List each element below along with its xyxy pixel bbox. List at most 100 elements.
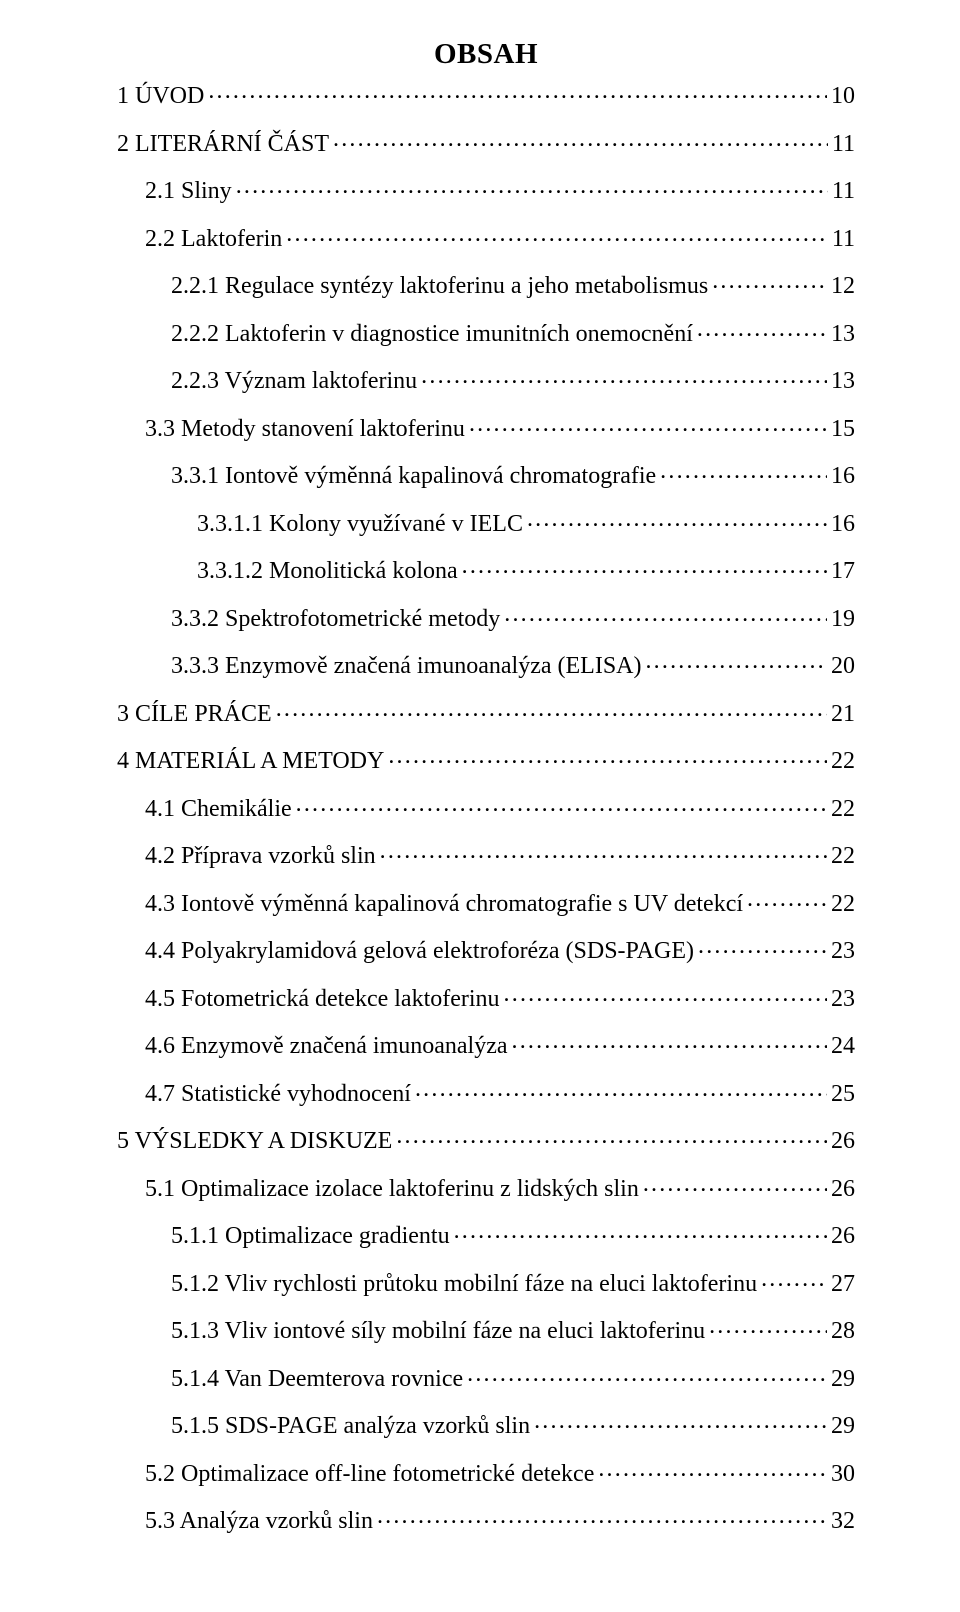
toc-entry-page: 22 xyxy=(831,844,855,868)
toc-entry-page: 20 xyxy=(831,654,855,678)
toc-row: 5.1.5 SDS-PAGE analýza vzorků slin 29 xyxy=(117,1409,855,1438)
toc-row: 4.3 Iontově výměnná kapalinová chromatog… xyxy=(117,887,855,916)
toc-entry-page: 23 xyxy=(831,987,855,1011)
toc-entry-label: 3 CÍLE PRÁCE xyxy=(117,702,272,726)
toc-entry-label: 2.2 Laktoferin xyxy=(145,227,282,251)
toc-entry-label: 5.1.1 Optimalizace gradientu xyxy=(171,1224,450,1248)
toc-entry-page: 22 xyxy=(831,797,855,821)
toc-entry-page: 16 xyxy=(831,512,855,536)
toc-row: 2.2.1 Regulace syntézy laktoferinu a jeh… xyxy=(117,269,855,298)
toc-leader-dots xyxy=(208,79,827,103)
toc-entry-label: 4.1 Chemikálie xyxy=(145,797,292,821)
toc-row: 5.1.1 Optimalizace gradientu 26 xyxy=(117,1219,855,1248)
toc-entry-page: 24 xyxy=(831,1034,855,1058)
toc-entry-label: 2.2.1 Regulace syntézy laktoferinu a jeh… xyxy=(171,274,708,298)
toc-leader-dots xyxy=(504,602,827,626)
toc-leader-dots xyxy=(388,744,827,768)
toc-row: 5.3 Analýza vzorků slin 32 xyxy=(117,1504,855,1533)
toc-row: 4.4 Polyakrylamidová gelová elektroforéz… xyxy=(117,934,855,963)
toc-row: 2.2 Laktoferin 11 xyxy=(117,222,855,251)
toc-entry-page: 30 xyxy=(831,1462,855,1486)
toc-entry-label: 4.6 Enzymově značená imunoanalýza xyxy=(145,1034,508,1058)
toc-row: 3.3 Metody stanovení laktoferinu 15 xyxy=(117,412,855,441)
toc-row: 4.6 Enzymově značená imunoanalýza 24 xyxy=(117,1029,855,1058)
toc-entry-label: 3.3.3 Enzymově značená imunoanalýza (ELI… xyxy=(171,654,641,678)
toc-row: 5.1.3 Vliv iontové síly mobilní fáze na … xyxy=(117,1314,855,1343)
toc-row: 1 ÚVOD 10 xyxy=(117,79,855,108)
toc-entry-label: 1 ÚVOD xyxy=(117,84,204,108)
toc-leader-dots xyxy=(697,317,827,341)
toc-entry-page: 25 xyxy=(831,1082,855,1106)
toc-entry-label: 4 MATERIÁL A METODY xyxy=(117,749,384,773)
toc-entry-label: 5.1.4 Van Deemterova rovnice xyxy=(171,1367,463,1391)
toc-leader-dots xyxy=(236,174,828,198)
toc-entry-page: 29 xyxy=(831,1414,855,1438)
toc-entry-page: 10 xyxy=(831,84,855,108)
toc-row: 2.2.3 Význam laktoferinu 13 xyxy=(117,364,855,393)
toc-entry-page: 16 xyxy=(831,464,855,488)
toc-entry-page: 22 xyxy=(831,892,855,916)
toc-entry-label: 5.1.5 SDS-PAGE analýza vzorků slin xyxy=(171,1414,530,1438)
toc-row: 2.2.2 Laktoferin v diagnostice imunitníc… xyxy=(117,317,855,346)
toc-entry-label: 2.2.3 Význam laktoferinu xyxy=(171,369,417,393)
toc-leader-dots xyxy=(276,697,827,721)
toc-leader-dots xyxy=(469,412,827,436)
toc-leader-dots xyxy=(467,1362,827,1386)
toc-leader-dots xyxy=(761,1267,827,1291)
toc-container: 1 ÚVOD 102 LITERÁRNÍ ČÁST 112.1 Sliny 11… xyxy=(117,79,855,1533)
toc-page: OBSAH 1 ÚVOD 102 LITERÁRNÍ ČÁST 112.1 Sl… xyxy=(0,0,960,1612)
toc-leader-dots xyxy=(333,127,828,151)
toc-row: 3.3.2 Spektrofotometrické metody 19 xyxy=(117,602,855,631)
toc-leader-dots xyxy=(415,1077,827,1101)
toc-leader-dots xyxy=(747,887,827,911)
toc-entry-page: 11 xyxy=(832,227,855,251)
toc-leader-dots xyxy=(645,649,827,673)
toc-entry-page: 13 xyxy=(831,369,855,393)
toc-entry-page: 28 xyxy=(831,1319,855,1343)
toc-row: 5.2 Optimalizace off-line fotometrické d… xyxy=(117,1457,855,1486)
toc-entry-label: 3.3.1.1 Kolony využívané v IELC xyxy=(197,512,523,536)
toc-entry-page: 21 xyxy=(831,702,855,726)
toc-row: 3.3.1.2 Monolitická kolona 17 xyxy=(117,554,855,583)
toc-entry-label: 4.7 Statistické vyhodnocení xyxy=(145,1082,411,1106)
toc-row: 5 VÝSLEDKY A DISKUZE 26 xyxy=(117,1124,855,1153)
toc-entry-label: 2 LITERÁRNÍ ČÁST xyxy=(117,132,329,156)
toc-entry-page: 32 xyxy=(831,1509,855,1533)
toc-entry-label: 2.1 Sliny xyxy=(145,179,232,203)
toc-leader-dots xyxy=(709,1314,827,1338)
toc-entry-label: 3.3 Metody stanovení laktoferinu xyxy=(145,417,465,441)
toc-leader-dots xyxy=(296,792,827,816)
toc-entry-label: 3.3.1 Iontově výměnná kapalinová chromat… xyxy=(171,464,656,488)
toc-row: 3.3.1 Iontově výměnná kapalinová chromat… xyxy=(117,459,855,488)
toc-entry-label: 4.4 Polyakrylamidová gelová elektroforéz… xyxy=(145,939,694,963)
toc-entry-page: 26 xyxy=(831,1177,855,1201)
toc-entry-label: 4.3 Iontově výměnná kapalinová chromatog… xyxy=(145,892,743,916)
toc-entry-page: 12 xyxy=(831,274,855,298)
toc-row: 2.1 Sliny 11 xyxy=(117,174,855,203)
toc-leader-dots xyxy=(660,459,827,483)
toc-row: 5.1.4 Van Deemterova rovnice 29 xyxy=(117,1362,855,1391)
toc-entry-label: 5.1 Optimalizace izolace laktoferinu z l… xyxy=(145,1177,639,1201)
toc-leader-dots xyxy=(504,982,827,1006)
toc-entry-label: 5.1.3 Vliv iontové síly mobilní fáze na … xyxy=(171,1319,705,1343)
toc-entry-label: 3.3.2 Spektrofotometrické metody xyxy=(171,607,500,631)
toc-entry-page: 17 xyxy=(831,559,855,583)
toc-entry-label: 4.2 Příprava vzorků slin xyxy=(145,844,376,868)
toc-leader-dots xyxy=(643,1172,827,1196)
toc-leader-dots xyxy=(396,1124,827,1148)
toc-entry-label: 5.3 Analýza vzorků slin xyxy=(145,1509,373,1533)
toc-row: 4 MATERIÁL A METODY 22 xyxy=(117,744,855,773)
toc-row: 5.1 Optimalizace izolace laktoferinu z l… xyxy=(117,1172,855,1201)
toc-entry-page: 11 xyxy=(832,132,855,156)
toc-row: 4.2 Příprava vzorků slin 22 xyxy=(117,839,855,868)
toc-row: 5.1.2 Vliv rychlosti průtoku mobilní fáz… xyxy=(117,1267,855,1296)
toc-entry-page: 13 xyxy=(831,322,855,346)
toc-entry-page: 11 xyxy=(832,179,855,203)
toc-entry-page: 22 xyxy=(831,749,855,773)
page-title: OBSAH xyxy=(117,38,855,71)
toc-entry-page: 26 xyxy=(831,1224,855,1248)
toc-row: 4.1 Chemikálie 22 xyxy=(117,792,855,821)
toc-entry-label: 5.2 Optimalizace off-line fotometrické d… xyxy=(145,1462,594,1486)
toc-entry-label: 5.1.2 Vliv rychlosti průtoku mobilní fáz… xyxy=(171,1272,757,1296)
toc-entry-page: 27 xyxy=(831,1272,855,1296)
